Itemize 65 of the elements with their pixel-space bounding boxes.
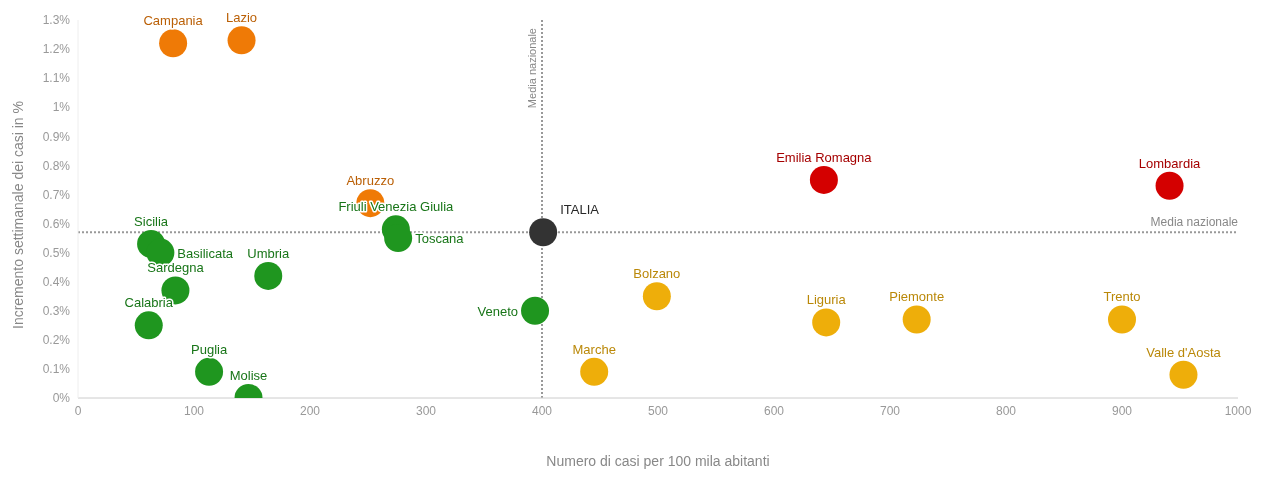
- data-label: Liguria: [806, 292, 847, 308]
- y-tick-label: 0.6%: [42, 216, 71, 231]
- data-label: Basilicata: [177, 245, 234, 261]
- point: [580, 357, 609, 386]
- point: [809, 165, 838, 194]
- point: [134, 311, 163, 340]
- data-label: Marche: [572, 341, 616, 357]
- ref-line-label: Media nazionale: [526, 28, 538, 109]
- point: [1155, 171, 1184, 200]
- x-tick-label: 600: [763, 403, 785, 418]
- point: [642, 282, 671, 311]
- y-tick-label: 1.3%: [42, 13, 71, 28]
- data-label: ITALIA: [560, 202, 600, 218]
- y-tick-label: 0.8%: [42, 158, 71, 173]
- data-label: Molise: [229, 368, 268, 383]
- point: [254, 261, 283, 290]
- data-label: Valle d'Aosta: [1146, 344, 1222, 360]
- data-label: Puglia: [191, 341, 228, 357]
- x-tick-label: 800: [995, 403, 1017, 418]
- x-tick-label: 100: [183, 403, 205, 418]
- data-label: Bolzano: [633, 266, 681, 282]
- data-label: Lazio: [226, 10, 258, 26]
- data-label: Sardegna: [147, 260, 205, 276]
- y-tick-label: 0.4%: [42, 274, 71, 289]
- point: [159, 29, 188, 58]
- data-label: Toscana: [415, 231, 465, 247]
- ref-line-label: Media nazionale: [1150, 215, 1239, 230]
- point: [1169, 360, 1198, 389]
- y-tick-label: 1.2%: [42, 42, 71, 57]
- point: [529, 218, 558, 247]
- data-label: Campania: [143, 13, 204, 29]
- data-label: Veneto: [477, 303, 519, 319]
- point: [227, 26, 256, 55]
- y-tick-label: 0.5%: [42, 245, 71, 260]
- y-tick-label: 0.2%: [42, 333, 71, 348]
- y-tick-label: 0.9%: [42, 129, 71, 144]
- y-tick-label: 0.3%: [42, 304, 71, 319]
- x-tick-label: 200: [299, 403, 321, 418]
- x-tick-label: 1000: [1224, 403, 1252, 418]
- data-label: Emilia Romagna: [776, 149, 873, 165]
- y-axis-title: Incremento settimanale dei casi in %: [9, 101, 26, 329]
- data-label: Calabria: [124, 295, 174, 311]
- data-label: Umbria: [247, 245, 290, 261]
- x-tick-label: 500: [647, 403, 669, 418]
- point: [1108, 305, 1136, 334]
- x-tick-label: 900: [1111, 403, 1133, 418]
- data-label: Abruzzo: [346, 173, 395, 189]
- y-tick-label: 1%: [52, 100, 71, 115]
- x-tick-label: 700: [879, 403, 901, 418]
- point: [902, 305, 931, 334]
- point: [812, 308, 841, 337]
- y-tick-label: 0%: [52, 391, 71, 406]
- point: [521, 296, 550, 325]
- x-tick-label: 400: [531, 403, 553, 418]
- data-label: Piemonte: [889, 289, 945, 305]
- data-label: Lombardia: [1138, 155, 1202, 171]
- data-label: Sicilia: [134, 213, 169, 229]
- x-axis-title: Numero di casi per 100 mila abitanti: [546, 453, 770, 469]
- y-tick-label: 1.1%: [42, 71, 71, 86]
- y-tick-label: 0.7%: [42, 187, 71, 202]
- x-tick-label: 300: [415, 403, 437, 418]
- y-tick-label: 0.1%: [42, 362, 71, 377]
- data-label: Trento: [1103, 289, 1141, 305]
- x-tick-label: 0: [74, 403, 82, 418]
- point: [195, 357, 224, 386]
